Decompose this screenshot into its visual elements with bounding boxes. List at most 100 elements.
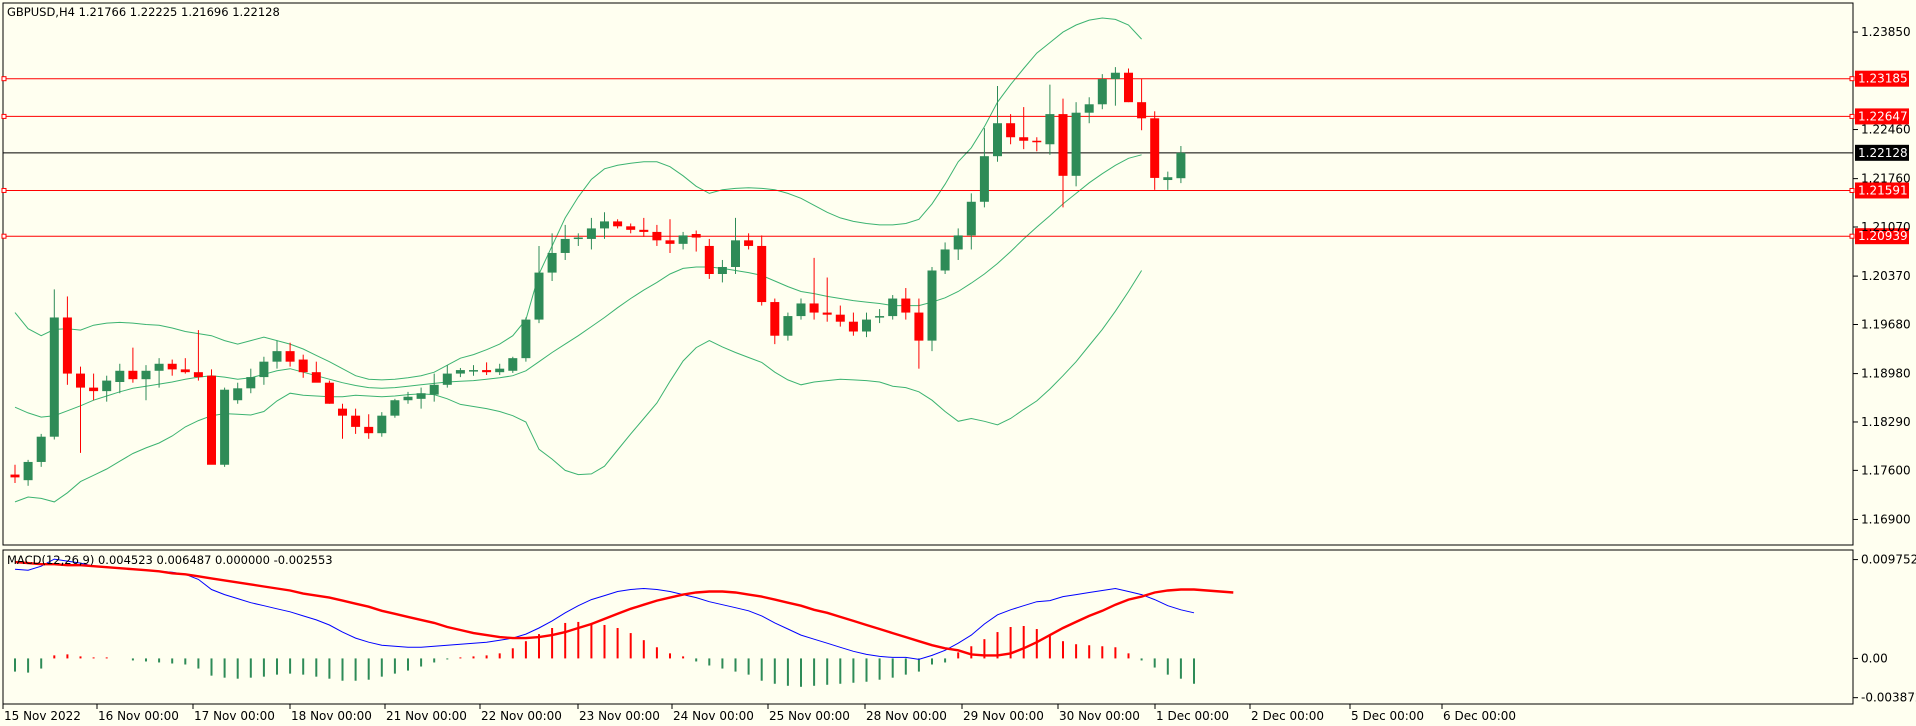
candle xyxy=(1137,79,1147,131)
signal-line xyxy=(14,560,1234,657)
time-tick-label: 16 Nov 00:00 xyxy=(98,709,179,723)
level-price-tag xyxy=(1855,108,1909,125)
candle-body xyxy=(613,221,623,227)
candle xyxy=(809,257,819,320)
candle xyxy=(573,233,583,246)
price-tick-label: 1.16900 xyxy=(1861,512,1911,526)
candle-body xyxy=(89,387,99,392)
candle-body xyxy=(1071,112,1081,176)
time-tick-label: 17 Nov 00:00 xyxy=(194,709,275,723)
candle xyxy=(547,233,557,282)
macd-header: MACD(12,26,9) 0.004523 0.006487 0.000000… xyxy=(7,553,333,567)
candles xyxy=(10,67,1186,486)
candle-body xyxy=(193,372,203,378)
macd-pane-frame xyxy=(2,549,1854,705)
candle xyxy=(1084,97,1094,124)
time-tick-label: 23 Nov 00:00 xyxy=(579,709,660,723)
candle-body xyxy=(652,231,662,241)
candle xyxy=(1110,67,1120,106)
candle-body xyxy=(233,388,243,401)
candle xyxy=(1176,146,1186,184)
candle-body xyxy=(914,312,924,341)
candle-body xyxy=(390,400,400,416)
candle-body xyxy=(1084,104,1094,113)
candle xyxy=(560,224,570,260)
price-tick-label: 1.20370 xyxy=(1861,269,1911,283)
candle-body xyxy=(875,316,885,318)
time-tick-label: 18 Nov 00:00 xyxy=(291,709,372,723)
level-handle-right xyxy=(1849,233,1855,239)
candle-body xyxy=(377,415,387,434)
candle-body xyxy=(835,314,845,322)
candle xyxy=(1032,137,1042,152)
candle xyxy=(901,288,911,320)
candle xyxy=(115,363,125,394)
candle xyxy=(835,305,845,327)
candle xyxy=(534,245,544,324)
candle xyxy=(639,217,649,237)
candle-body xyxy=(626,226,636,230)
candle-body xyxy=(901,298,911,313)
candle xyxy=(180,358,190,374)
candle xyxy=(678,231,688,250)
candle xyxy=(744,233,754,250)
candle xyxy=(888,295,898,320)
level-price-label: 1.23185 xyxy=(1858,72,1908,86)
candle xyxy=(966,193,976,250)
candle-body xyxy=(1019,137,1029,141)
price-tick-label: 1.19680 xyxy=(1861,317,1911,331)
candle xyxy=(1124,68,1133,103)
candle-body xyxy=(324,382,334,404)
level-handle-left xyxy=(1,233,7,239)
candle xyxy=(1019,107,1029,150)
candle xyxy=(822,277,832,322)
candle-body xyxy=(23,461,33,481)
candle-body xyxy=(311,372,321,383)
level-price-label: 1.20939 xyxy=(1858,229,1908,243)
candle-body xyxy=(744,240,754,246)
candle xyxy=(993,86,1002,162)
level-price-tag xyxy=(1855,70,1909,87)
candle xyxy=(285,342,295,367)
candle xyxy=(128,347,138,383)
candle-body xyxy=(573,237,583,240)
candle-body xyxy=(1058,114,1068,176)
candle xyxy=(521,317,531,362)
candle-body xyxy=(678,235,688,244)
candle xyxy=(482,362,492,375)
candle-body xyxy=(442,373,452,385)
candle xyxy=(979,128,989,208)
candle-body xyxy=(704,245,714,274)
level-handle-right xyxy=(1849,76,1855,82)
candle xyxy=(1006,114,1016,145)
candle xyxy=(233,382,243,404)
candle-body xyxy=(429,384,439,395)
candle-body xyxy=(469,370,478,372)
candle-body xyxy=(76,373,85,388)
candle xyxy=(10,464,20,483)
candle-body xyxy=(888,298,898,317)
candle xyxy=(1163,171,1173,190)
candle xyxy=(23,459,33,486)
candle-body xyxy=(731,240,740,267)
level-price-tag xyxy=(1855,228,1909,245)
candle-body xyxy=(796,303,806,317)
candle xyxy=(717,259,727,283)
horizontal-levels[interactable]: 1.23185 1.22647 1.21591 1.20939 1.22128 xyxy=(1,70,1909,245)
candle xyxy=(1097,74,1107,110)
candle xyxy=(731,217,740,274)
candle-body xyxy=(1150,118,1160,178)
candle xyxy=(495,363,505,375)
candle-body xyxy=(508,358,518,371)
candle xyxy=(62,296,72,385)
candle xyxy=(600,212,609,239)
candle xyxy=(1045,84,1055,155)
price-tick-label: 1.21760 xyxy=(1861,172,1911,186)
price-tick-label: 1.22460 xyxy=(1861,123,1911,137)
candle-body xyxy=(809,303,819,313)
macd-tick-label: 0.00 xyxy=(1861,651,1888,665)
candle-body xyxy=(1163,177,1173,181)
price-tick-label: 1.17600 xyxy=(1861,463,1911,477)
candle-body xyxy=(1124,72,1133,103)
